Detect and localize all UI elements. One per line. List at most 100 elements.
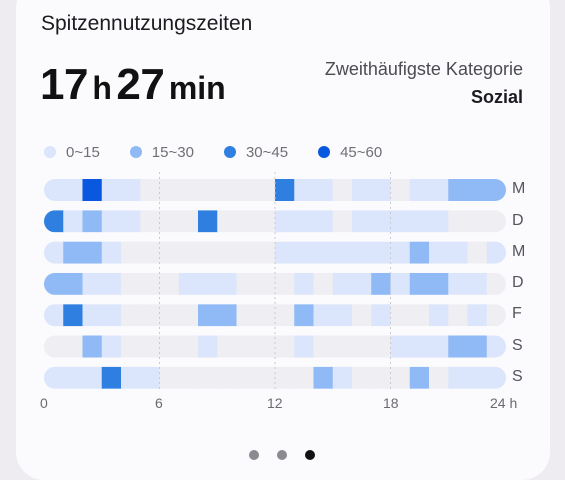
heatmap-cell — [44, 241, 64, 264]
heatmap-cell — [101, 366, 122, 389]
day-label-fri: F — [512, 305, 522, 322]
heatmap-cell — [352, 304, 372, 327]
heatmap-cell — [140, 241, 160, 264]
heatmap-cell — [409, 366, 430, 389]
heatmap-cell — [82, 241, 103, 264]
heatmap-cell — [448, 366, 468, 389]
heatmap-cell — [255, 304, 276, 327]
heatmap-cell — [236, 179, 257, 201]
heatmap-cell — [371, 272, 391, 295]
heatmap-cell — [121, 304, 141, 327]
legend-item-3: 45~60 — [318, 144, 382, 161]
heatmap-cell — [294, 304, 314, 327]
heatmap-row-S — [44, 335, 506, 358]
heatmap-cell — [332, 210, 353, 233]
heatmap-cell — [313, 366, 334, 389]
heatmap-cell — [313, 179, 334, 201]
x-tick-6: 6 — [155, 395, 163, 411]
heatmap-cell — [63, 272, 83, 295]
heatmap-cell — [332, 366, 353, 389]
heatmap-cell — [101, 335, 122, 358]
heatmap-cell — [217, 272, 237, 295]
page-dot-1[interactable] — [249, 450, 259, 460]
heatmap-cell — [409, 179, 430, 201]
heatmap-cell — [467, 272, 488, 295]
heatmap-cell — [429, 366, 449, 389]
heatmap-cell — [332, 335, 353, 358]
total-hours: 17 — [40, 60, 88, 109]
heatmap-cell — [486, 241, 506, 264]
heatmap-cell — [82, 210, 103, 233]
heatmap-cell — [255, 335, 276, 358]
heatmap-cell — [275, 335, 295, 358]
heatmap-cell — [159, 366, 180, 389]
heatmap-cell — [275, 272, 295, 295]
heatmap-cell — [275, 179, 295, 201]
heatmap-cell — [140, 335, 160, 358]
heatmap-cell — [44, 335, 64, 358]
heatmap-cell — [390, 335, 411, 358]
heatmap-cell — [313, 241, 334, 264]
heatmap-cell — [467, 241, 488, 264]
heatmap-legend: 0~15 15~30 30~45 45~60 — [44, 141, 412, 163]
heatmap-cell — [409, 272, 430, 295]
heatmap-cell — [140, 366, 160, 389]
heatmap-cell — [82, 335, 103, 358]
heatmap-cell — [101, 304, 122, 327]
category-label: Zweithäufigste Kategorie — [324, 59, 523, 79]
day-label-wed: M — [512, 243, 526, 260]
heatmap-cell — [255, 210, 276, 233]
heatmap-cell — [63, 179, 83, 201]
heatmap-cell — [313, 304, 334, 327]
heatmap-cell — [159, 241, 180, 264]
heatmap-cell — [390, 210, 411, 233]
day-label-tue: D — [512, 212, 524, 229]
heatmap-cell — [409, 304, 430, 327]
heatmap-cell — [448, 272, 468, 295]
heatmap-cell — [82, 366, 103, 389]
heatmap-cell — [159, 304, 180, 327]
page-dot-3-active[interactable] — [305, 450, 315, 460]
page-dot-2[interactable] — [277, 450, 287, 460]
heatmap-cell — [332, 241, 353, 264]
heatmap-cell — [121, 366, 141, 389]
total-minutes: 27 — [116, 60, 165, 109]
heatmap-cell — [371, 366, 391, 389]
heatmap-cell — [255, 366, 276, 389]
heatmap-cell — [448, 304, 468, 327]
heatmap-cell — [178, 335, 199, 358]
legend-label: 30~45 — [245, 143, 289, 161]
heatmap-cell — [198, 179, 218, 201]
heatmap-cell — [159, 210, 180, 233]
heatmap-cell — [390, 366, 411, 389]
heatmap-cell — [198, 304, 218, 327]
heatmap-cell — [236, 210, 257, 233]
heatmap-cell — [63, 304, 83, 327]
heatmap-cell — [352, 179, 372, 201]
heatmap-cell — [352, 272, 372, 295]
heatmap-cell — [371, 335, 391, 358]
heatmap-cell — [390, 272, 411, 295]
heatmap-cell — [409, 335, 430, 358]
heatmap-cell — [352, 210, 372, 233]
heatmap-row-D — [44, 210, 506, 233]
heatmap-cell — [448, 335, 468, 358]
x-tick-18: 18 — [383, 395, 399, 411]
heatmap-cell — [486, 210, 506, 233]
heatmap-cell — [217, 210, 237, 233]
x-tick-0: 0 — [40, 395, 48, 411]
heatmap-cell — [486, 366, 506, 389]
heatmap-cell — [429, 335, 449, 358]
heatmap-cell — [429, 272, 449, 295]
heatmap-cell — [486, 335, 506, 358]
heatmap-cell — [44, 366, 64, 389]
heatmap-cell — [352, 335, 372, 358]
heatmap-row-M — [44, 241, 506, 264]
heatmap-cell — [313, 335, 334, 358]
page-indicator[interactable] — [249, 450, 333, 460]
heatmap-cell — [63, 366, 83, 389]
heatmap-cell — [294, 272, 314, 295]
heatmap-cell — [332, 179, 353, 201]
heatmap-cell — [178, 179, 199, 201]
heatmap-cell — [467, 366, 488, 389]
